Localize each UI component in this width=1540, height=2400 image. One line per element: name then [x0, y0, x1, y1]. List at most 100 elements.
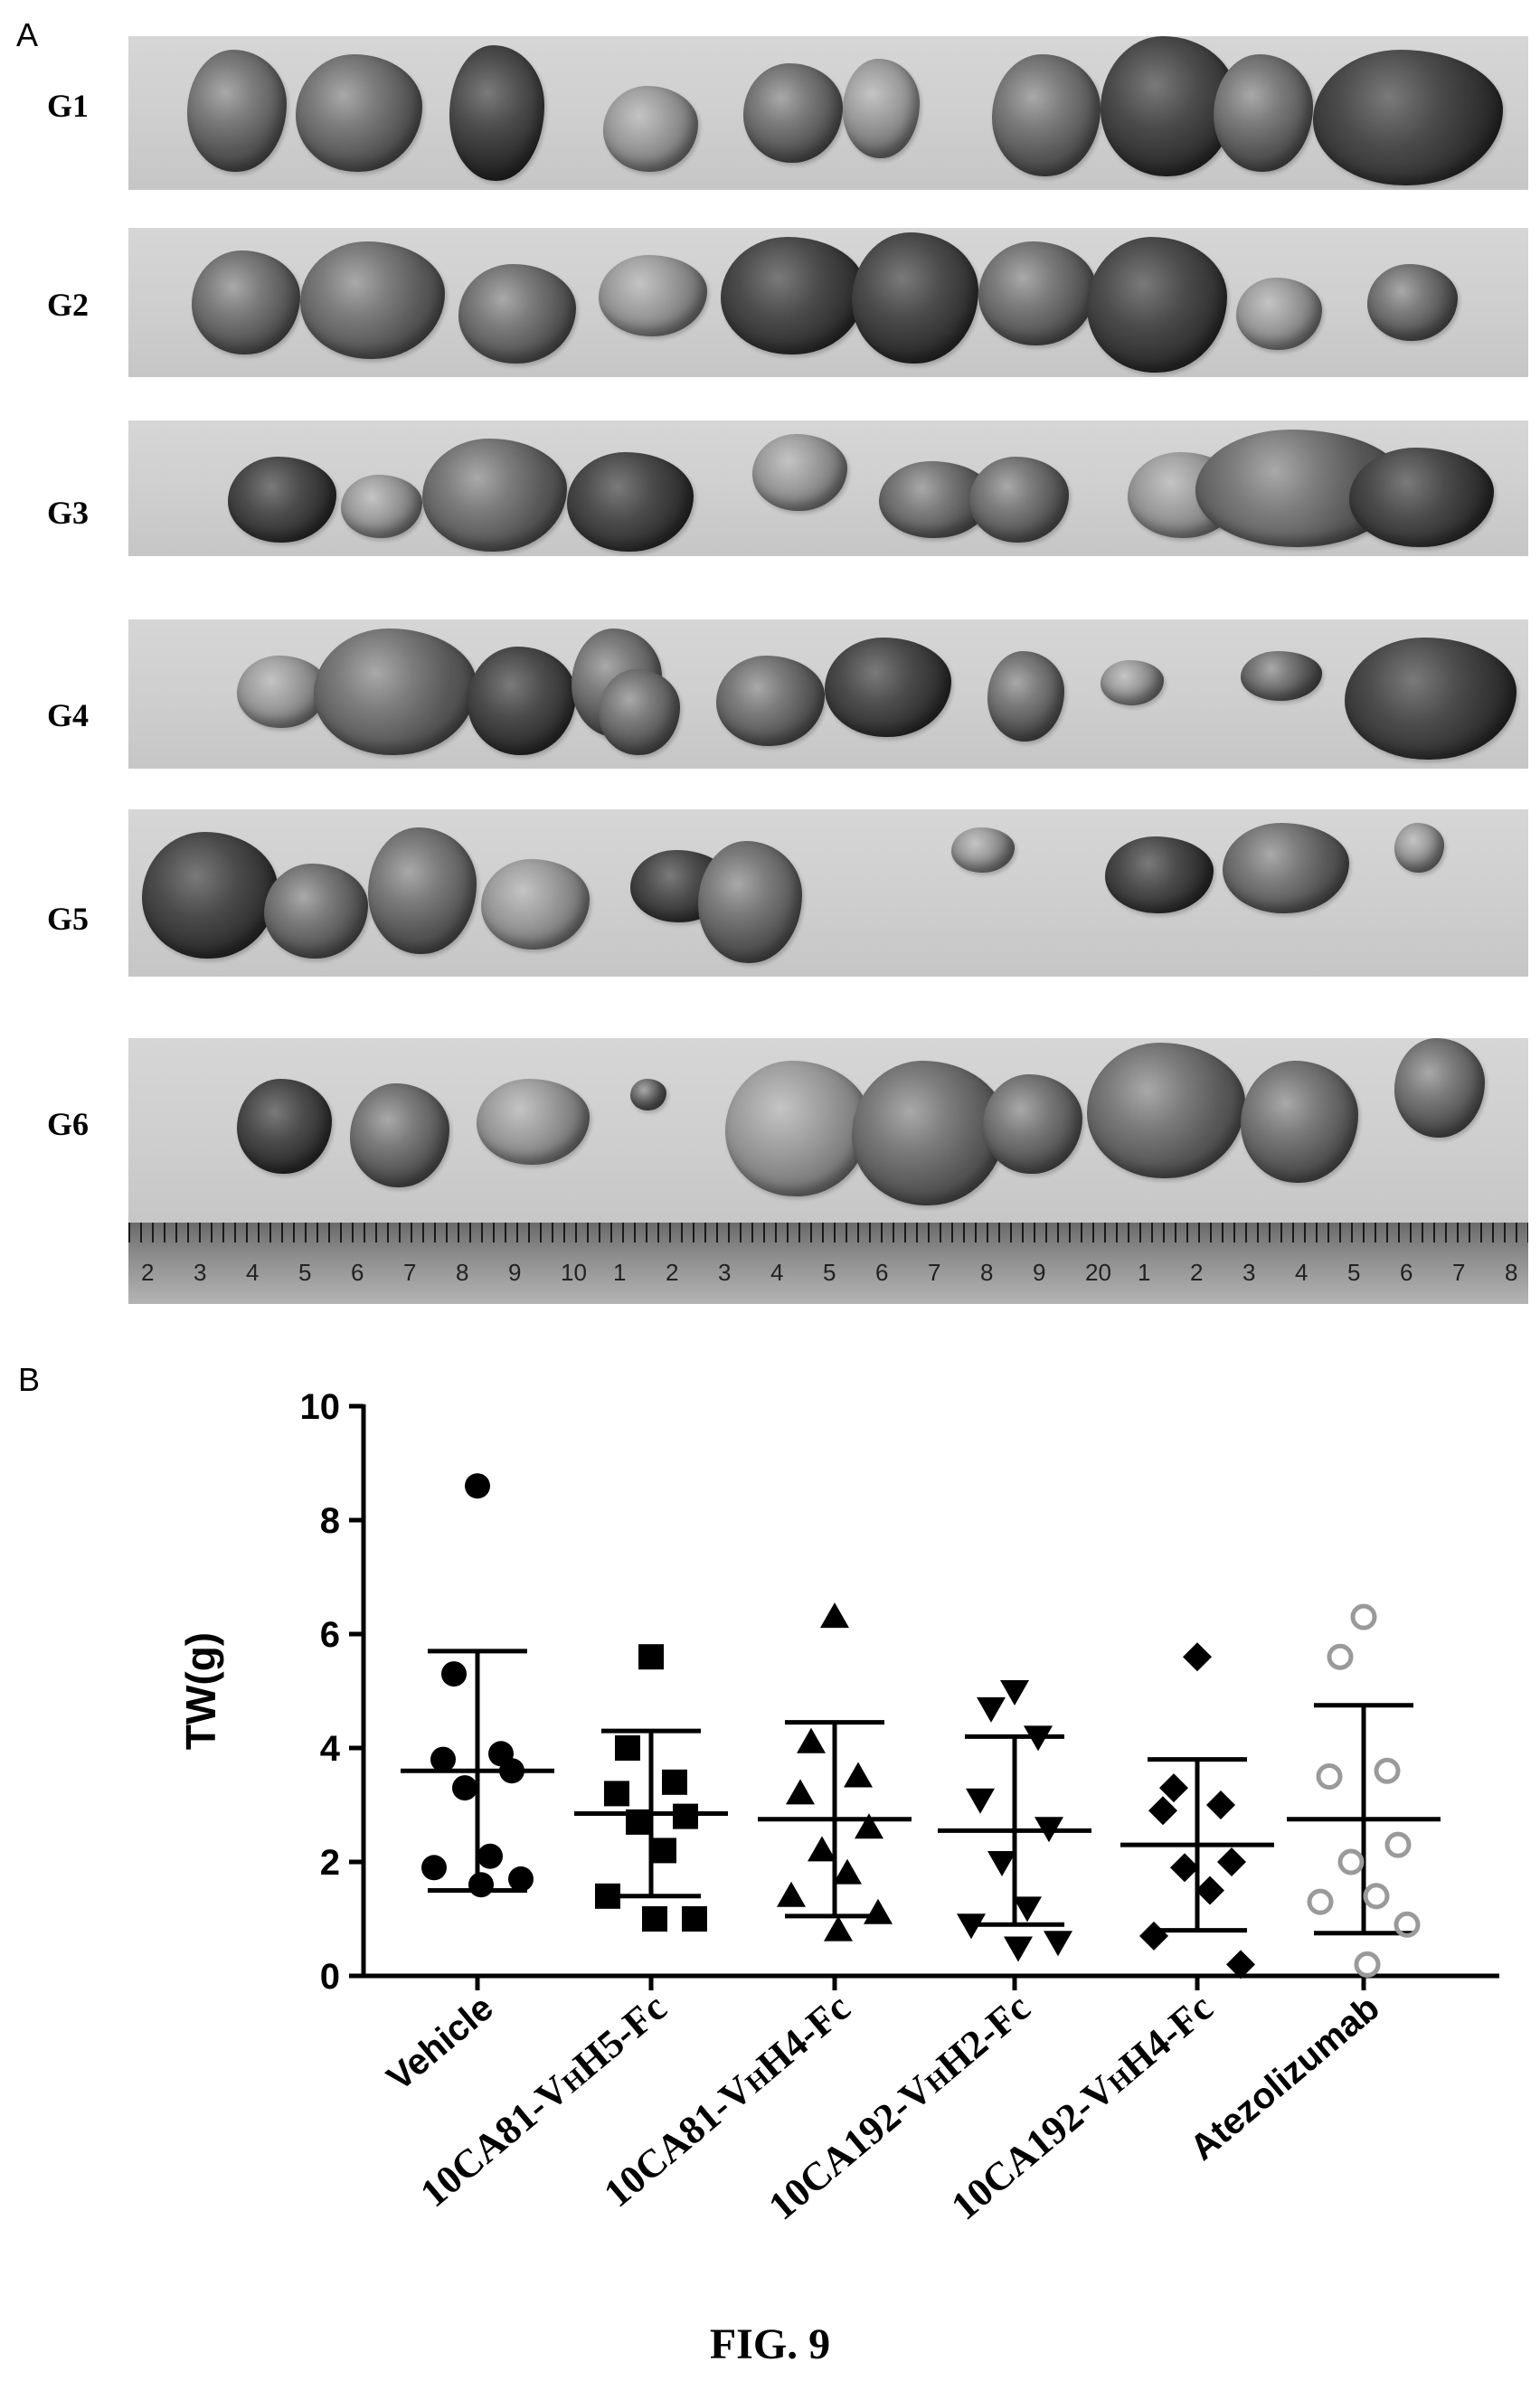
x-category-label: Vehicle	[380, 1988, 501, 2098]
data-point-triangle-up	[808, 1836, 836, 1862]
tumor-photo-g4	[128, 619, 1528, 769]
data-point-square	[604, 1781, 629, 1807]
y-axis-label: TW(g)	[177, 1632, 224, 1750]
data-point-open-circle	[1327, 1643, 1354, 1670]
ruler-number: 3	[1242, 1259, 1256, 1286]
data-point-square	[682, 1906, 707, 1932]
ruler-number: 2	[1190, 1259, 1204, 1286]
ruler-number: 5	[298, 1259, 312, 1286]
figure-caption: FIG. 9	[709, 2320, 831, 2368]
ruler-number: 7	[403, 1259, 417, 1286]
data-point-diamond	[1195, 1876, 1224, 1905]
data-point-open-circle	[1350, 1603, 1377, 1630]
data-point-open-circle	[1394, 1911, 1421, 1938]
ruler-number: 9	[508, 1259, 522, 1286]
data-point-open-circle	[1363, 1883, 1390, 1910]
data-point-triangle-up	[786, 1779, 815, 1805]
data-point-diamond	[1206, 1791, 1235, 1819]
data-point-open-circle	[1337, 1848, 1365, 1876]
ruler-number: 9	[1033, 1259, 1046, 1286]
group-label-g4: G4	[47, 697, 90, 733]
y-tick-label: 6	[320, 1615, 340, 1655]
ruler-number: 5	[1347, 1259, 1361, 1286]
group-label-g3: G3	[47, 495, 90, 531]
data-point-open-circle	[1374, 1757, 1401, 1784]
data-point-diamond	[1183, 1642, 1212, 1672]
data-point-circle	[465, 1473, 490, 1499]
tumor-photo-g2	[128, 228, 1528, 377]
ruler-number: 6	[351, 1259, 364, 1286]
data-point-diamond	[1170, 1853, 1199, 1883]
ruler-number: 2	[666, 1259, 679, 1286]
data-point-triangle-up	[833, 1858, 862, 1885]
ruler-number: 8	[456, 1259, 469, 1286]
ruler-number: 1	[613, 1259, 627, 1286]
measurement-ruler: 2 3 4 5 6 7 8 9 10 1 2 3 4 5 6 7 8 9 20 1 2 3 4 5 6 7 8	[128, 1223, 1528, 1304]
tumor-photo-g5	[128, 809, 1528, 977]
data-point-square	[595, 1883, 620, 1909]
data-point-square	[662, 1769, 687, 1795]
ruler-number: 8	[1505, 1259, 1518, 1286]
data-point-triangle-down	[1004, 1936, 1033, 1962]
data-point-diamond	[1139, 1921, 1168, 1951]
data-point-triangle-up	[777, 1881, 806, 1907]
tumor-photo-g1	[128, 36, 1528, 190]
data-point-triangle-down	[1024, 1725, 1053, 1752]
ruler-number: 6	[875, 1259, 889, 1286]
ruler-number: 1	[1138, 1259, 1151, 1286]
group-label-g2: G2	[47, 287, 90, 323]
ruler-number: 8	[980, 1259, 994, 1286]
tumor-weight-chart: 0246810TW(g)Vehicle10CA81-VHH5-Fc10CA81-…	[177, 1387, 1499, 2228]
data-point-circle	[452, 1775, 477, 1801]
data-point-square	[651, 1838, 676, 1864]
ruler-number: 4	[246, 1259, 260, 1286]
data-point-square	[642, 1906, 667, 1932]
panel-a-label: A	[16, 16, 39, 53]
data-point-triangle-down	[1013, 1896, 1042, 1923]
ruler-number: 6	[1400, 1259, 1413, 1286]
data-point-triangle-up	[820, 1602, 849, 1629]
data-point-triangle-up	[864, 1898, 893, 1924]
panel-b-label: B	[18, 1361, 41, 1398]
ruler-number: 10	[561, 1259, 587, 1286]
data-point-circle	[441, 1661, 467, 1687]
y-tick-label: 2	[320, 1843, 340, 1883]
data-point-diamond	[1217, 1847, 1246, 1876]
ruler-number: 3	[718, 1259, 732, 1286]
data-point-square	[673, 1803, 698, 1829]
data-point-triangle-down	[1044, 1931, 1072, 1957]
ruler-number: 4	[770, 1259, 784, 1286]
tumor-photo-g3	[128, 420, 1528, 556]
data-point-triangle-up	[844, 1762, 873, 1788]
data-point-circle	[468, 1872, 494, 1898]
data-point-triangle-up	[855, 1813, 883, 1839]
data-point-triangle-up	[797, 1727, 826, 1753]
data-point-diamond	[1148, 1796, 1177, 1826]
data-point-diamond	[1159, 1773, 1188, 1803]
data-point-triangle-down	[1000, 1680, 1029, 1706]
data-point-square	[615, 1735, 640, 1761]
data-point-open-circle	[1316, 1763, 1343, 1790]
data-point-circle	[508, 1866, 534, 1892]
y-tick-label: 4	[320, 1729, 341, 1769]
data-point-triangle-down	[1035, 1817, 1063, 1843]
y-tick-label: 8	[320, 1501, 340, 1541]
data-point-square	[626, 1809, 651, 1835]
data-point-square	[638, 1644, 664, 1670]
ruler-number: 5	[823, 1259, 836, 1286]
group-label-g5: G5	[47, 901, 90, 937]
data-point-circle	[477, 1843, 503, 1869]
data-point-circle	[499, 1758, 524, 1784]
ruler-number: 7	[928, 1259, 941, 1286]
data-point-circle	[430, 1746, 456, 1772]
ruler-number: 3	[194, 1259, 207, 1286]
data-point-open-circle	[1384, 1831, 1412, 1858]
ruler-number: 7	[1452, 1259, 1466, 1286]
data-point-triangle-down	[987, 1851, 1016, 1876]
data-point-open-circle	[1354, 1951, 1381, 1978]
ruler-number: 2	[141, 1259, 155, 1286]
data-point-triangle-up	[824, 1915, 853, 1942]
data-point-triangle-down	[966, 1788, 995, 1814]
y-tick-label: 10	[300, 1387, 341, 1427]
tumor-photo-g6	[128, 1038, 1528, 1228]
